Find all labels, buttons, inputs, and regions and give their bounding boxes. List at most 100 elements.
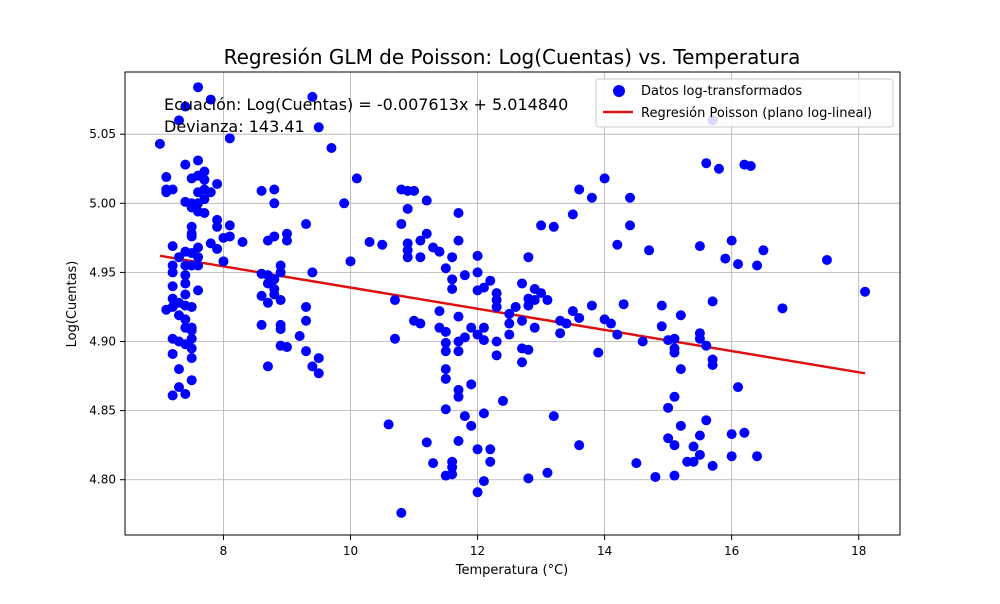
data-point xyxy=(605,318,616,329)
data-point xyxy=(402,245,413,256)
x-tick-label: 18 xyxy=(851,544,866,558)
data-point xyxy=(625,220,636,231)
data-point xyxy=(212,243,223,254)
data-point xyxy=(542,467,553,478)
data-point xyxy=(453,207,464,218)
data-point xyxy=(478,322,489,333)
data-point xyxy=(650,471,661,482)
data-point xyxy=(707,296,718,307)
y-tick-label: 5.00 xyxy=(89,196,116,210)
data-point xyxy=(167,184,178,195)
data-point xyxy=(205,94,216,105)
data-point xyxy=(281,228,292,239)
data-point xyxy=(860,286,871,297)
data-point xyxy=(574,184,585,195)
data-point xyxy=(701,340,712,351)
data-point xyxy=(701,415,712,426)
y-tick-label: 4.85 xyxy=(89,404,116,418)
data-point xyxy=(313,122,324,133)
data-point xyxy=(472,444,483,455)
y-axis-label: Log(Cuentas) xyxy=(65,261,80,348)
legend-label-scatter: Datos log-transformados xyxy=(641,84,802,99)
data-point xyxy=(440,346,451,357)
data-point xyxy=(447,462,458,473)
data-point xyxy=(745,160,756,171)
data-point xyxy=(726,451,737,462)
data-point xyxy=(752,260,763,271)
data-point xyxy=(389,295,400,306)
data-point xyxy=(383,419,394,430)
data-point xyxy=(326,143,337,154)
data-point xyxy=(713,163,724,174)
data-point xyxy=(694,430,705,441)
data-point xyxy=(212,214,223,225)
data-point xyxy=(523,252,534,263)
data-point xyxy=(688,441,699,452)
data-point xyxy=(167,260,178,271)
data-point xyxy=(186,228,197,239)
data-point xyxy=(536,288,547,299)
data-point xyxy=(669,333,680,344)
data-point xyxy=(656,321,667,332)
data-point xyxy=(523,344,534,355)
data-point xyxy=(733,259,744,270)
data-point xyxy=(459,332,470,343)
data-point xyxy=(212,178,223,189)
data-point xyxy=(567,306,578,317)
data-point xyxy=(434,246,445,257)
data-point xyxy=(447,274,458,285)
data-point xyxy=(612,329,623,340)
data-point xyxy=(497,395,508,406)
grid-lines xyxy=(125,72,900,535)
data-point xyxy=(173,115,184,126)
plot-frame xyxy=(124,71,901,536)
data-point xyxy=(224,231,235,242)
y-tick-label: 4.80 xyxy=(89,473,116,487)
data-point xyxy=(510,301,521,312)
data-point xyxy=(586,300,597,311)
data-point xyxy=(193,155,204,166)
data-point xyxy=(167,241,178,252)
data-point xyxy=(193,82,204,93)
data-point xyxy=(256,290,267,301)
data-point xyxy=(675,420,686,431)
data-point xyxy=(428,458,439,469)
data-point xyxy=(186,353,197,364)
data-point xyxy=(389,333,400,344)
data-point xyxy=(199,174,210,185)
data-point xyxy=(459,270,470,281)
data-point xyxy=(447,283,458,294)
data-point xyxy=(637,336,648,347)
data-point xyxy=(415,318,426,329)
data-point xyxy=(752,451,763,462)
data-point xyxy=(307,361,318,372)
data-point xyxy=(491,350,502,361)
data-point xyxy=(186,375,197,386)
data-point xyxy=(669,391,680,402)
data-point xyxy=(421,437,432,448)
data-point xyxy=(504,318,515,329)
data-point xyxy=(472,250,483,261)
data-point xyxy=(364,236,375,247)
data-point xyxy=(726,235,737,246)
data-point xyxy=(402,203,413,214)
data-point xyxy=(421,195,432,206)
data-point xyxy=(701,158,712,169)
data-point xyxy=(173,382,184,393)
data-point xyxy=(409,185,420,196)
data-point xyxy=(440,373,451,384)
data-point xyxy=(777,303,788,314)
data-point xyxy=(180,159,191,170)
data-point xyxy=(440,326,451,337)
data-point xyxy=(180,270,191,281)
data-point xyxy=(212,221,223,232)
data-point xyxy=(440,263,451,274)
data-point xyxy=(421,228,432,239)
data-point xyxy=(675,310,686,321)
data-point xyxy=(256,185,267,196)
data-point xyxy=(739,427,750,438)
equation-annotation: Ecuación: Log(Cuentas) = -0.007613x + 5.… xyxy=(164,95,568,114)
data-point xyxy=(466,420,477,431)
